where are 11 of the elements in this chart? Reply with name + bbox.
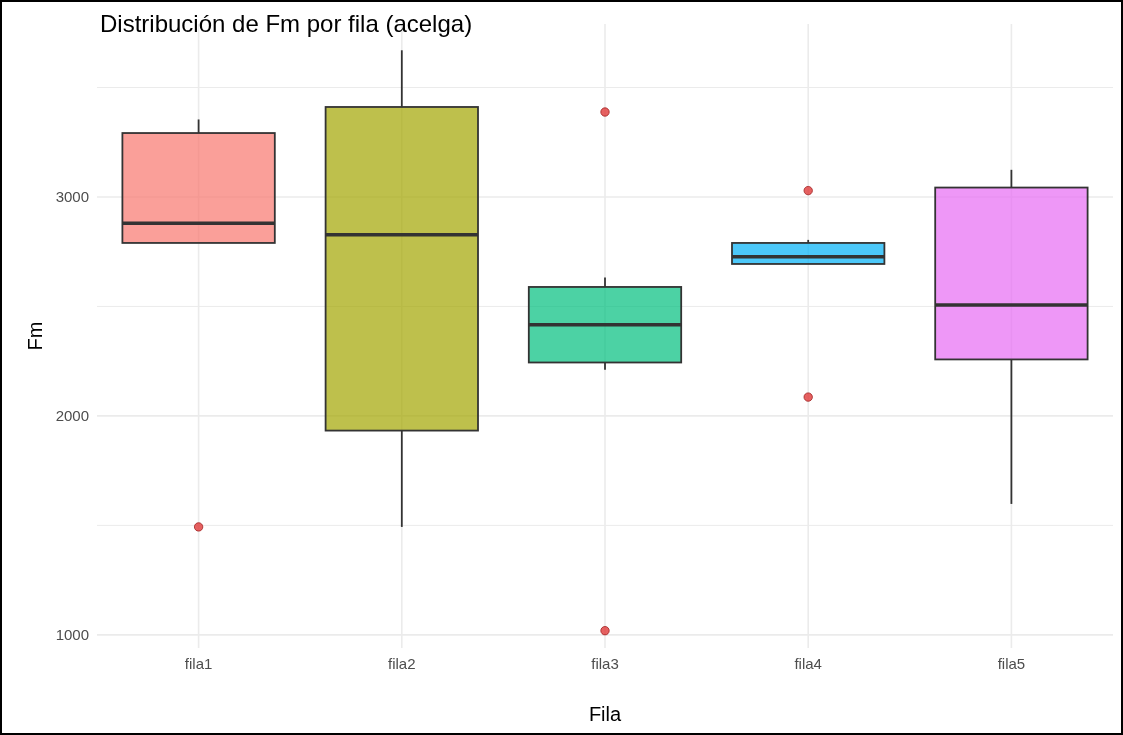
x-tick-label: fila3	[591, 654, 619, 672]
y-axis-title: Fm	[24, 321, 46, 351]
x-tick-label: fila2	[388, 654, 416, 672]
y-tick-label: 3000	[55, 188, 89, 206]
x-tick-label: fila4	[794, 654, 822, 672]
x-axis-title: Fila	[588, 703, 622, 725]
chart-title: Distribución de Fm por fila (acelga)	[100, 10, 473, 37]
x-tick-label: fila5	[997, 654, 1026, 672]
y-tick-label: 2000	[55, 407, 89, 425]
y-tick-label: 1000	[55, 626, 89, 644]
x-tick-label: fila1	[184, 654, 213, 672]
